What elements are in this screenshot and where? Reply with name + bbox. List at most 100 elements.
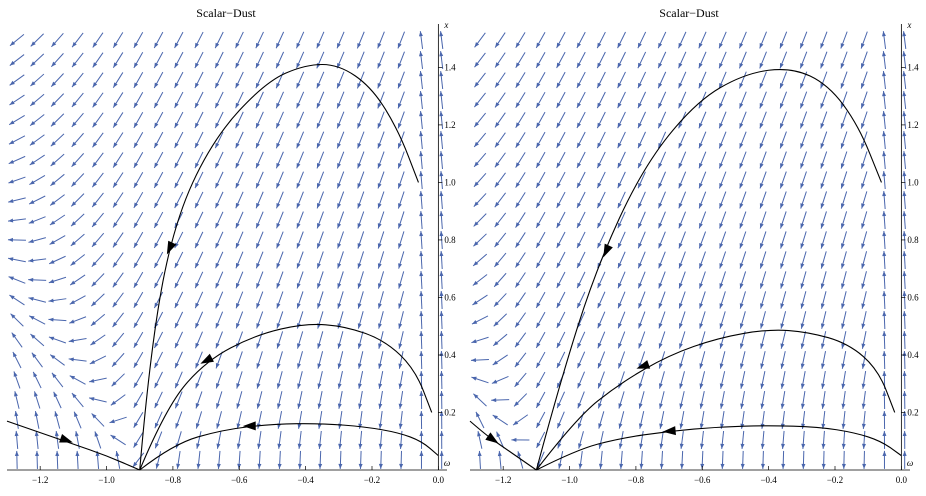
field-vector-head — [779, 43, 784, 49]
field-vector-head — [577, 402, 582, 409]
field-vector-head — [882, 131, 887, 137]
field-vector-head — [377, 123, 382, 129]
field-vector-head — [419, 310, 424, 317]
field-vector-head — [92, 42, 98, 48]
field-vector-head — [439, 91, 444, 97]
field-vector-head — [820, 43, 825, 49]
field-vector-head — [398, 263, 402, 269]
field-vector-head — [255, 62, 260, 69]
field-vector-head — [195, 202, 200, 209]
x-axis-label: ω — [907, 458, 913, 468]
field-vector-head — [494, 142, 500, 148]
field-vector-head — [174, 202, 179, 209]
field-vector-head — [840, 43, 845, 49]
field-vector-head — [861, 103, 865, 109]
field-vector-head — [536, 182, 541, 188]
field-vector-head — [439, 251, 444, 257]
field-vector-head — [113, 162, 118, 168]
trajectory-arrowhead — [662, 426, 676, 436]
field-vector-head — [557, 402, 562, 409]
field-vector-head — [556, 122, 561, 128]
field-vector-head — [780, 163, 784, 169]
field-vector-head — [235, 262, 240, 269]
field-vector-head — [419, 111, 424, 117]
field-vector-head — [50, 141, 56, 147]
field-vector-head — [236, 302, 240, 309]
field-vector-head — [133, 222, 139, 228]
field-vector-head — [658, 42, 663, 49]
field-vector-head — [515, 42, 521, 48]
field-vector-head — [800, 163, 805, 169]
field-vector-head — [780, 183, 784, 189]
field-vector-head — [28, 277, 34, 282]
field-vector-head — [9, 80, 15, 86]
field-vector-head — [678, 202, 683, 209]
field-vector-head — [800, 223, 805, 229]
field-vector-head — [92, 201, 97, 208]
field-vector-head — [337, 363, 342, 369]
field-vector-head — [719, 263, 724, 269]
field-vector-head — [511, 437, 517, 442]
field-vector-head — [820, 303, 825, 309]
field-vector-head — [699, 403, 704, 409]
field-vector-head — [398, 323, 403, 329]
field-vector-head — [154, 382, 159, 389]
field-vector-head — [739, 123, 744, 129]
field-vector-head — [658, 142, 663, 149]
field-vector-head — [515, 82, 521, 88]
field-vector-head — [617, 162, 622, 169]
field-vector-head — [473, 241, 479, 247]
field-vector-head — [638, 182, 642, 189]
field-vector-head — [30, 334, 36, 339]
field-vector-head — [861, 363, 866, 369]
field-vector-head — [276, 102, 281, 109]
field-vector-head — [358, 383, 362, 389]
field-vector-head — [678, 303, 683, 309]
field-vector-head — [617, 82, 622, 89]
field-vector-head — [882, 350, 887, 357]
field-vector-head — [780, 303, 785, 309]
field-vector-head — [556, 82, 561, 88]
field-vector-head — [861, 203, 865, 209]
field-vector-head — [658, 303, 663, 309]
field-vector-head — [473, 393, 479, 399]
field-vector-head — [133, 422, 138, 428]
field-vector-head — [133, 362, 139, 368]
x-tick-label: −0.8 — [628, 475, 645, 485]
field-vector-head — [557, 443, 562, 449]
field-vector-head — [759, 183, 764, 189]
field-vector-head — [14, 450, 19, 456]
field-vector-head — [112, 302, 118, 308]
field-vector-head — [536, 362, 541, 368]
y-tick-label: 0.6 — [444, 292, 456, 302]
field-vector-head — [357, 103, 362, 109]
field-vector-head — [556, 202, 561, 208]
field-vector-head — [418, 31, 423, 37]
field-vector-head — [882, 91, 887, 97]
field-vector-head — [739, 323, 744, 329]
field-vector-head — [71, 161, 77, 167]
field-vector-head — [133, 442, 138, 448]
field-vector-head — [91, 261, 97, 267]
field-vector-head — [760, 303, 764, 309]
field-vector-head — [617, 122, 622, 129]
field-vector-head — [276, 363, 281, 369]
field-vector-head — [35, 450, 40, 456]
field-vector-head — [92, 62, 98, 68]
field-vector-head — [29, 140, 36, 146]
field-vector-head — [800, 103, 805, 109]
field-vector-head — [69, 319, 75, 324]
field-vector-head — [91, 413, 97, 419]
field-vector-head — [597, 142, 602, 149]
field-vector-head — [337, 343, 342, 349]
field-vector-head — [536, 422, 541, 428]
field-vector-head — [513, 420, 519, 426]
field-vector-head — [297, 423, 302, 429]
field-vector-head — [577, 302, 582, 309]
field-vector-head — [536, 262, 541, 268]
field-vector-head — [679, 443, 684, 449]
field-vector-head — [133, 282, 139, 288]
field-vector-head — [419, 191, 424, 197]
field-vector-head — [337, 123, 341, 129]
